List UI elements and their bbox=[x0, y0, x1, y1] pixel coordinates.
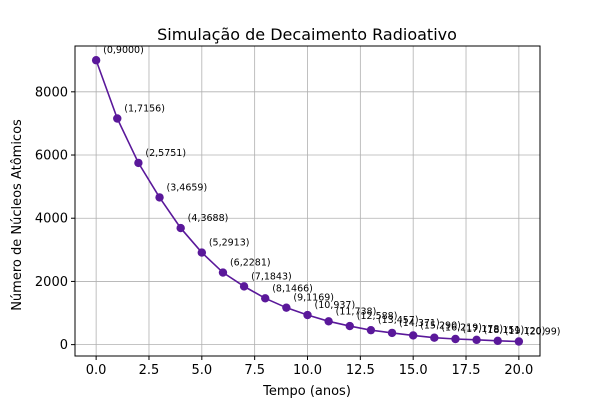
point-label: (1,7156) bbox=[124, 103, 165, 114]
data-point bbox=[176, 223, 185, 233]
x-axis-label: Tempo (anos) bbox=[262, 384, 351, 399]
point-label: (16,219) bbox=[441, 323, 482, 334]
point-label: (14,371) bbox=[399, 318, 440, 329]
data-point bbox=[134, 158, 143, 168]
data-point bbox=[451, 334, 460, 344]
data-point bbox=[155, 193, 164, 202]
y-tick-label: 2000 bbox=[35, 275, 68, 290]
point-label: (11,738) bbox=[336, 306, 377, 317]
point-label: (20,99) bbox=[526, 326, 561, 337]
point-label: (17,178) bbox=[462, 324, 503, 335]
point-label: (8,1466) bbox=[272, 283, 313, 294]
y-tick-label: 6000 bbox=[35, 149, 68, 164]
x-tick-label: 2.5 bbox=[139, 363, 160, 378]
x-tick-label: 10.0 bbox=[293, 363, 322, 378]
point-label: (0,9000) bbox=[103, 45, 144, 56]
chart-title: Simulação de Decaimento Radioativo bbox=[157, 25, 457, 44]
y-axis-label: Número de Núcleos Atômicos bbox=[10, 119, 25, 311]
data-point bbox=[345, 321, 354, 331]
data-point bbox=[430, 333, 439, 342]
data-point bbox=[91, 56, 101, 65]
point-label: (12,588) bbox=[357, 311, 398, 322]
point-label: (10,937) bbox=[315, 300, 356, 311]
data-point bbox=[324, 317, 333, 326]
data-point bbox=[408, 331, 418, 340]
point-label: (15,290) bbox=[420, 320, 461, 331]
point-label: (18,151) bbox=[484, 325, 525, 336]
data-point bbox=[197, 248, 207, 257]
data-point bbox=[514, 337, 524, 346]
point-label: (13,457) bbox=[378, 315, 419, 326]
x-tick-label: 7.5 bbox=[244, 363, 265, 378]
data-point bbox=[472, 335, 481, 345]
data-point bbox=[282, 303, 291, 312]
point-label: (9,1169) bbox=[293, 293, 334, 304]
y-tick-label: 4000 bbox=[35, 212, 68, 227]
data-point bbox=[218, 268, 228, 277]
plot-area: 0.0 2.5 5.0 7.5 10.0 12.5 15.0 17.5 20.0 0 2000 400… bbox=[35, 45, 561, 378]
x-tick-label: 20.0 bbox=[504, 363, 533, 378]
point-label: (6,2281) bbox=[230, 258, 271, 269]
y-tick-label: 8000 bbox=[35, 85, 68, 100]
point-label: (19,120) bbox=[505, 326, 546, 337]
point-label: (7,1843) bbox=[251, 271, 292, 282]
data-point bbox=[261, 294, 270, 303]
data-point bbox=[387, 328, 397, 338]
x-tick-label: 0.0 bbox=[86, 363, 107, 378]
data-point bbox=[366, 325, 376, 335]
data-point bbox=[493, 336, 502, 346]
point-label: (5,2913) bbox=[209, 238, 250, 249]
x-tick-label: 12.5 bbox=[346, 363, 375, 378]
data-point bbox=[303, 310, 312, 320]
point-label: (3,4659) bbox=[167, 182, 208, 193]
point-label: (2,5751) bbox=[145, 148, 186, 159]
x-tick-label: 15.0 bbox=[399, 363, 428, 378]
x-tick-label: 5.0 bbox=[191, 363, 212, 378]
y-tick-label: 0 bbox=[60, 338, 68, 353]
data-point bbox=[113, 114, 122, 123]
x-tick-label: 17.5 bbox=[452, 363, 481, 378]
point-label: (4,3688) bbox=[188, 213, 229, 224]
data-point bbox=[239, 282, 249, 291]
